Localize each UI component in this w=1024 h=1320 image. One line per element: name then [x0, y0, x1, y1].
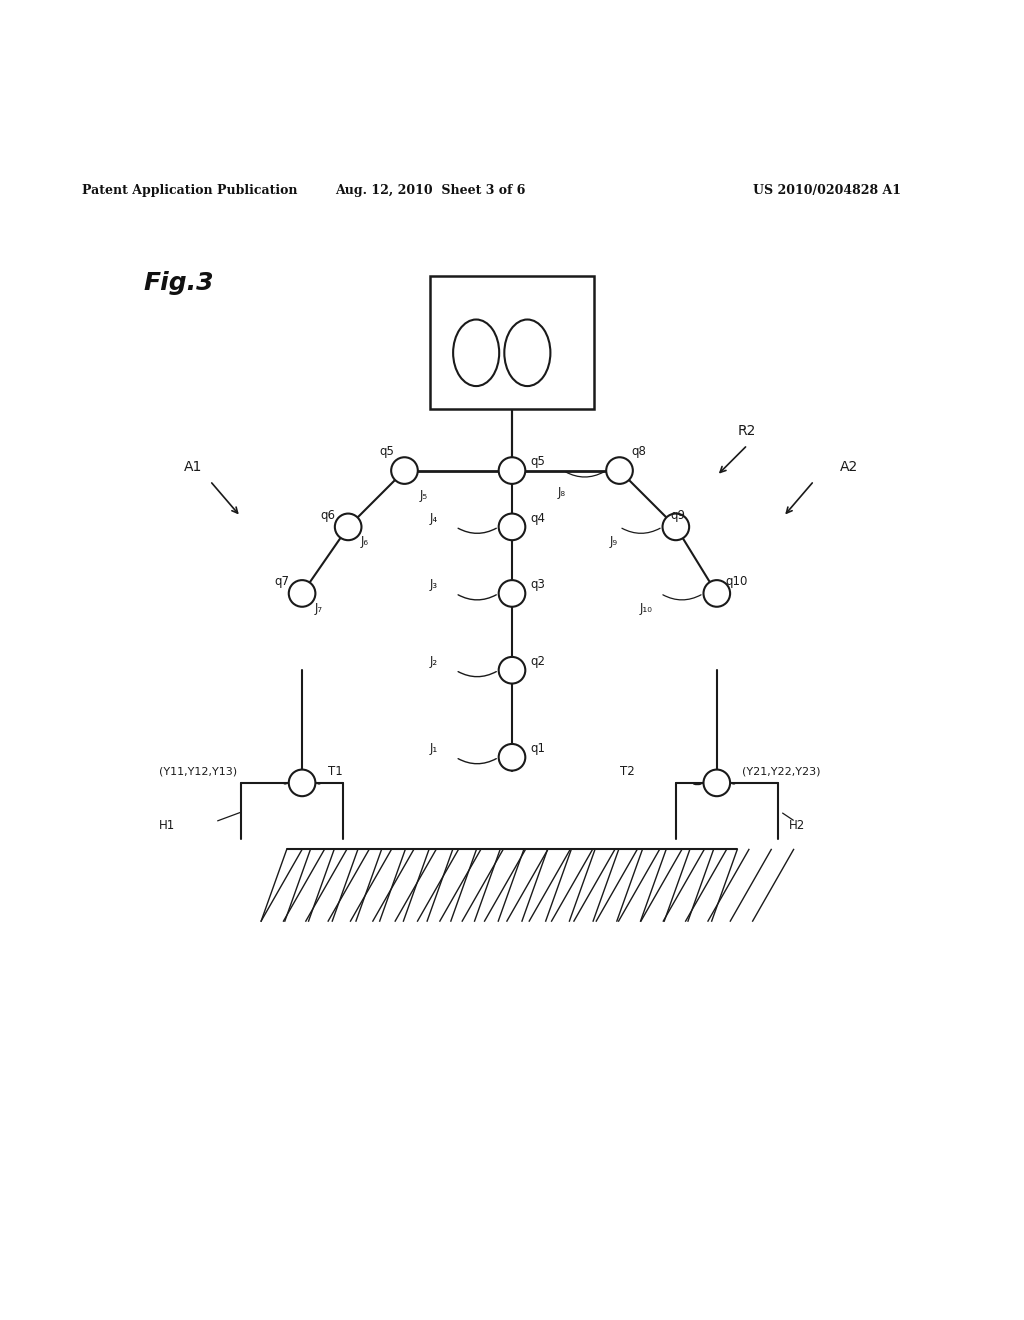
Text: J₇: J₇	[314, 602, 323, 615]
Text: J₁: J₁	[430, 742, 438, 755]
Circle shape	[499, 657, 525, 684]
Ellipse shape	[453, 319, 500, 385]
Text: R2: R2	[737, 424, 756, 438]
Circle shape	[335, 513, 361, 540]
Text: J₁₀: J₁₀	[640, 602, 653, 615]
Text: T1: T1	[328, 764, 342, 777]
Circle shape	[703, 579, 730, 607]
Text: A1: A1	[184, 459, 203, 474]
Text: US 2010/0204828 A1: US 2010/0204828 A1	[753, 183, 901, 197]
FancyBboxPatch shape	[430, 276, 594, 409]
Text: J₃: J₃	[430, 578, 438, 591]
Text: J₂: J₂	[430, 655, 438, 668]
Text: q5: q5	[530, 455, 546, 469]
Text: q8: q8	[632, 445, 647, 458]
Circle shape	[499, 513, 525, 540]
Text: q5: q5	[379, 445, 394, 458]
Circle shape	[663, 513, 689, 540]
Text: H2: H2	[788, 818, 805, 832]
Circle shape	[289, 579, 315, 607]
Text: (Y11,Y12,Y13): (Y11,Y12,Y13)	[159, 767, 237, 776]
Text: q7: q7	[274, 576, 290, 589]
Text: (Y21,Y22,Y23): (Y21,Y22,Y23)	[742, 767, 821, 776]
Text: J₉: J₉	[609, 536, 617, 548]
Bar	[287, 850, 737, 921]
Text: T2: T2	[620, 764, 634, 777]
Text: q1: q1	[530, 742, 546, 755]
Text: J₆: J₆	[360, 536, 369, 548]
Text: q4: q4	[530, 512, 546, 525]
Text: Patent Application Publication: Patent Application Publication	[82, 183, 297, 197]
Ellipse shape	[504, 319, 551, 385]
Text: Fig.3: Fig.3	[143, 271, 214, 294]
Circle shape	[289, 770, 315, 796]
Text: q6: q6	[321, 508, 336, 521]
Circle shape	[606, 457, 633, 484]
Circle shape	[703, 770, 730, 796]
Text: q2: q2	[530, 655, 546, 668]
Circle shape	[499, 457, 525, 484]
Text: J₈: J₈	[558, 486, 566, 499]
Circle shape	[499, 579, 525, 607]
Text: q10: q10	[725, 576, 748, 589]
Text: Aug. 12, 2010  Sheet 3 of 6: Aug. 12, 2010 Sheet 3 of 6	[335, 183, 525, 197]
Circle shape	[391, 457, 418, 484]
Circle shape	[499, 744, 525, 771]
Text: A2: A2	[840, 459, 858, 474]
Text: q9: q9	[671, 508, 686, 521]
Text: H1: H1	[159, 818, 175, 832]
Text: q3: q3	[530, 578, 546, 591]
Text: J₅: J₅	[420, 490, 428, 502]
Text: J₄: J₄	[430, 512, 438, 525]
